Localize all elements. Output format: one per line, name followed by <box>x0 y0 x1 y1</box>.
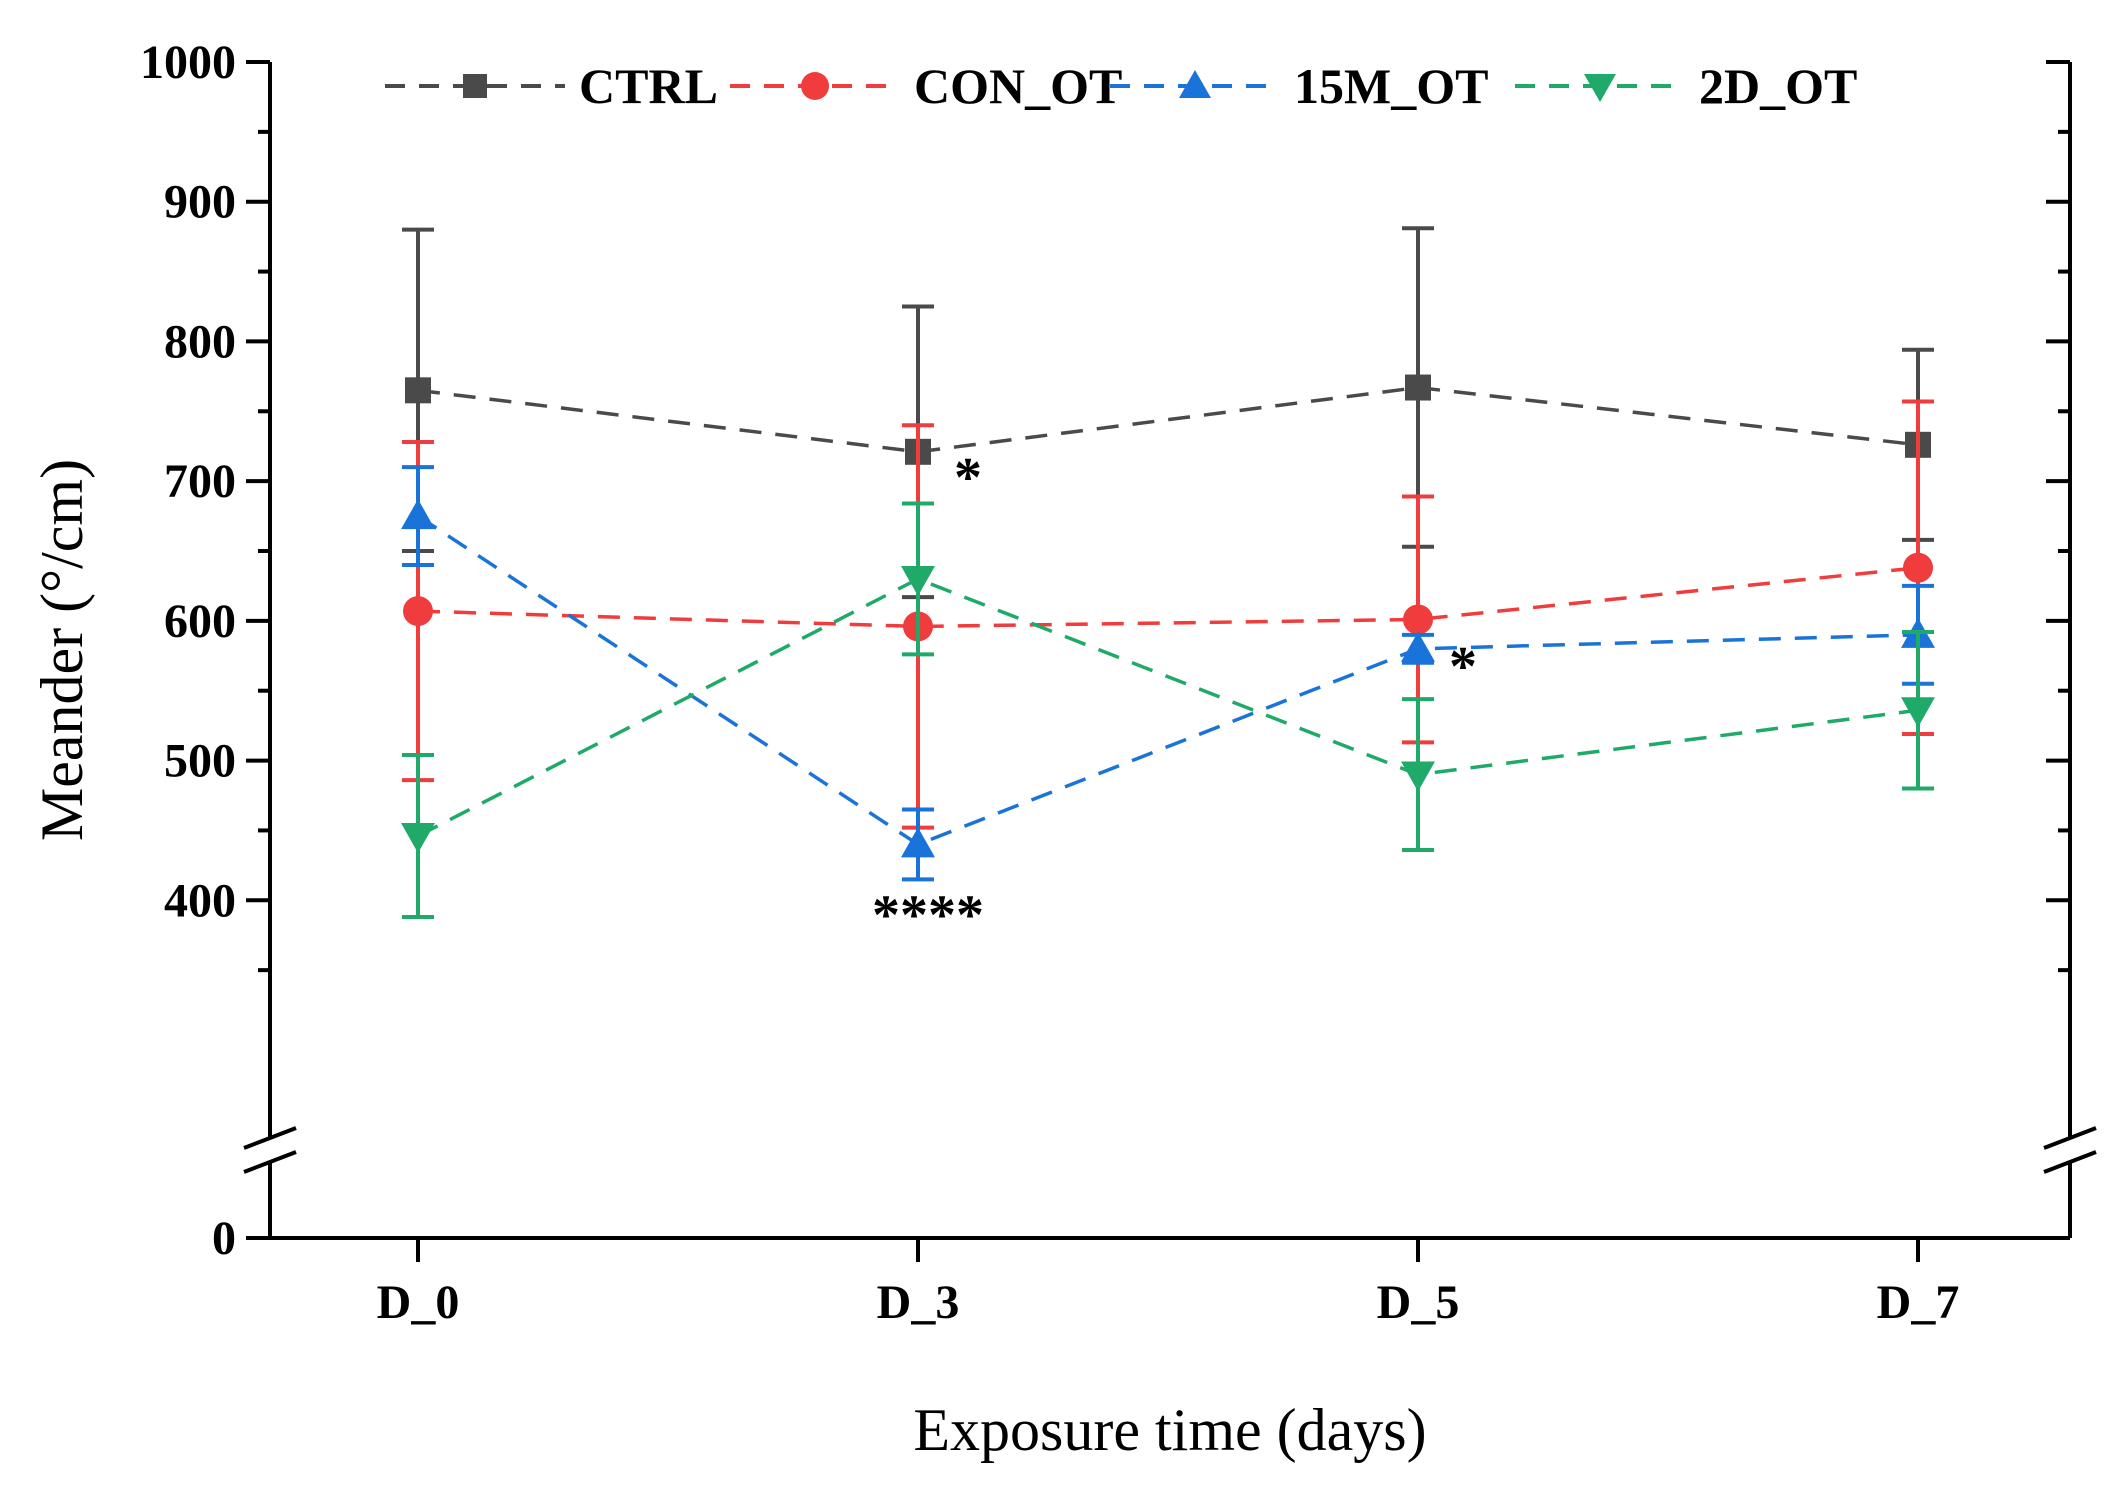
series-line <box>417 566 1919 629</box>
data-point <box>401 499 435 530</box>
y-tick-label: 900 <box>164 176 236 229</box>
legend-marker <box>1179 70 1211 98</box>
series-line <box>417 577 1919 838</box>
data-point <box>401 823 435 854</box>
axis-break-mark <box>2043 1126 2097 1150</box>
legend-label: CTRL <box>579 58 718 114</box>
y-tick-label: 500 <box>164 735 236 788</box>
legend-label: CON_OT <box>914 58 1122 114</box>
legend-label: 2D_OT <box>1699 58 1857 114</box>
data-point <box>1901 697 1935 728</box>
significance-annotation: * <box>954 447 982 509</box>
legend-marker <box>1584 74 1616 102</box>
axes: 0 400 500 600 700 800 900 1000 D_0 D_3 D_5 D_7 <box>140 36 2097 1329</box>
series-line <box>417 514 1919 847</box>
y-axis-title: Meander (°/cm) <box>29 459 95 841</box>
legend-label: 15M_OT <box>1294 58 1488 114</box>
axis-break-mark <box>2043 1150 2097 1174</box>
y-tick-label: 700 <box>164 455 236 508</box>
data-point <box>901 565 935 596</box>
legend-marker <box>801 72 829 100</box>
legend-marker <box>463 74 487 98</box>
y-tick-label: 600 <box>164 595 236 648</box>
x-tick-label: D_3 <box>877 1276 960 1329</box>
data-point <box>403 596 433 627</box>
x-axis-title: Exposure time (days) <box>913 1397 1426 1463</box>
y-tick-label: 400 <box>164 874 236 927</box>
legend-item: CON_OT <box>730 58 1122 114</box>
y-tick-label: 800 <box>164 315 236 368</box>
series-2d-ot <box>401 501 1935 920</box>
series-con-ot <box>402 399 1934 830</box>
series-15m-ot <box>401 465 1935 882</box>
legend-item: CTRL <box>385 58 718 114</box>
axis-break-mark <box>243 1150 297 1174</box>
data-point <box>1401 631 1435 662</box>
data-point <box>405 377 431 404</box>
data-point <box>1903 552 1933 583</box>
x-tick-label: D_0 <box>377 1276 460 1329</box>
significance-annotation: * <box>1449 636 1477 698</box>
significance-annotation: **** <box>872 884 984 946</box>
x-tick-label: D_7 <box>1877 1276 1960 1329</box>
data-point <box>1401 761 1435 792</box>
legend-item: 2D_OT <box>1515 58 1857 114</box>
y-tick-label: 0 <box>212 1212 236 1265</box>
series-line <box>417 385 1919 454</box>
data-point <box>1405 374 1431 401</box>
legend-item: 15M_OT <box>1110 58 1488 114</box>
data-point <box>901 827 935 858</box>
legend: CTRL CON_OT 15M_OT 2D_OT <box>385 58 1857 114</box>
series-layer <box>401 226 1935 920</box>
x-tick-label: D_5 <box>1377 1276 1460 1329</box>
series-ctrl <box>402 226 1934 600</box>
y-tick-label: 1000 <box>140 36 236 89</box>
data-point <box>1403 604 1433 635</box>
annotations: ****** <box>872 447 1477 946</box>
axis-break-mark <box>243 1126 297 1150</box>
